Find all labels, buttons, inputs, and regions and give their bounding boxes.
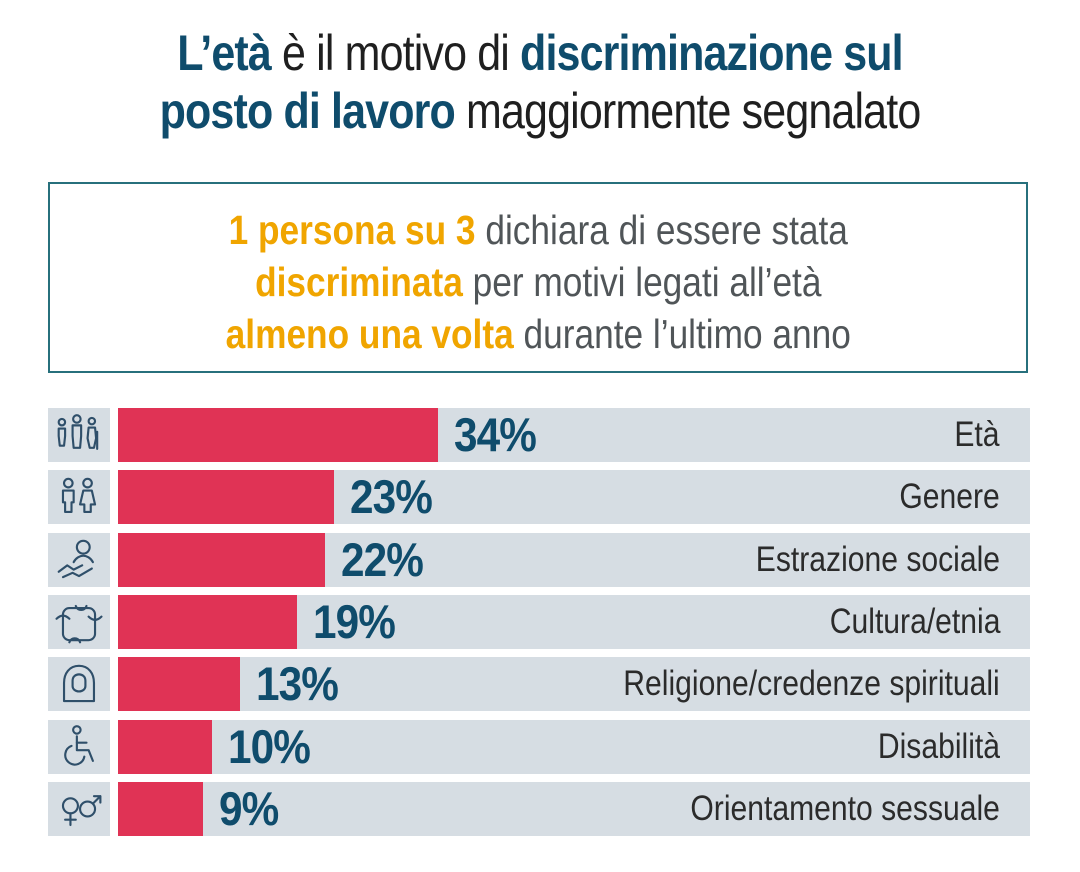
social-class-icon-graphic — [57, 539, 94, 579]
gender-symbols-icon — [48, 782, 110, 836]
bar-religione-credenze-spirituali — [118, 657, 240, 711]
category-label-religione-credenze-spirituali: Religione/credenze spirituali — [623, 664, 1000, 703]
culture-hands-icon — [48, 595, 110, 649]
category-label-eta: Età — [954, 415, 1000, 454]
callout-line-2-highlight: discriminata — [255, 259, 463, 305]
callout-text: 1 persona su 3 dichiara di essere stata … — [119, 204, 958, 360]
title-part-2: è il motivo di — [270, 25, 521, 81]
value-label-orientamento-sessuale: 9% — [219, 782, 279, 835]
bar-cultura-etnia — [118, 595, 297, 649]
value-label-eta: 34% — [454, 408, 537, 461]
religion-icon — [48, 657, 110, 711]
value-label-religione-credenze-spirituali: 13% — [256, 657, 339, 710]
value-label-genere: 23% — [350, 470, 433, 523]
gender-icon-graphic — [61, 477, 97, 514]
callout-line-3-text: durante l’ultimo anno — [513, 311, 851, 357]
bar-orientamento-sessuale — [118, 782, 203, 836]
gender-symbols-icon-graphic — [61, 795, 102, 827]
title-part-4: posto di lavoro — [159, 83, 456, 139]
bar-estrazione-sociale — [118, 533, 325, 587]
age-group-icon — [48, 408, 110, 462]
callout-line-3-highlight: almeno una volta — [225, 311, 514, 357]
callout-box: 1 persona su 3 dichiara di essere stata … — [48, 182, 1028, 373]
culture-hands-icon-graphic — [55, 604, 103, 644]
bar-genere — [118, 470, 334, 524]
title-part-5: maggiormente segnalato — [454, 83, 921, 139]
row-background-orientamento-sessuale — [118, 782, 1030, 836]
social-class-icon — [48, 533, 110, 587]
callout-line-1-text: dichiara di essere stata — [475, 207, 848, 253]
category-label-cultura-etnia: Cultura/etnia — [829, 602, 1000, 641]
row-background-disabilita — [118, 720, 1030, 774]
chart-title: L’età è il motivo di discriminazione sul… — [76, 24, 1005, 140]
wheelchair-icon-graphic — [64, 725, 94, 766]
gender-icon — [48, 470, 110, 524]
age-group-icon-graphic — [57, 414, 99, 450]
category-label-genere: Genere — [899, 477, 1000, 516]
value-label-cultura-etnia: 19% — [313, 595, 396, 648]
value-label-estrazione-sociale: 22% — [341, 533, 424, 586]
callout-line-2-text: per motivi legati all’età — [462, 259, 822, 305]
title-part-1: L’età — [177, 25, 272, 81]
title-part-3: discriminazione sul — [520, 25, 904, 81]
category-label-disabilita: Disabilità — [877, 727, 1000, 766]
category-label-orientamento-sessuale: Orientamento sessuale — [690, 789, 1000, 828]
religion-icon-graphic — [62, 664, 96, 703]
callout-line-1-highlight: 1 persona su 3 — [228, 207, 476, 253]
category-label-estrazione-sociale: Estrazione sociale — [755, 540, 1000, 579]
bar-eta — [118, 408, 438, 462]
value-label-disabilita: 10% — [228, 720, 311, 773]
row-background-religione-credenze-spirituali — [118, 657, 1030, 711]
wheelchair-icon — [48, 720, 110, 774]
bar-disabilita — [118, 720, 212, 774]
